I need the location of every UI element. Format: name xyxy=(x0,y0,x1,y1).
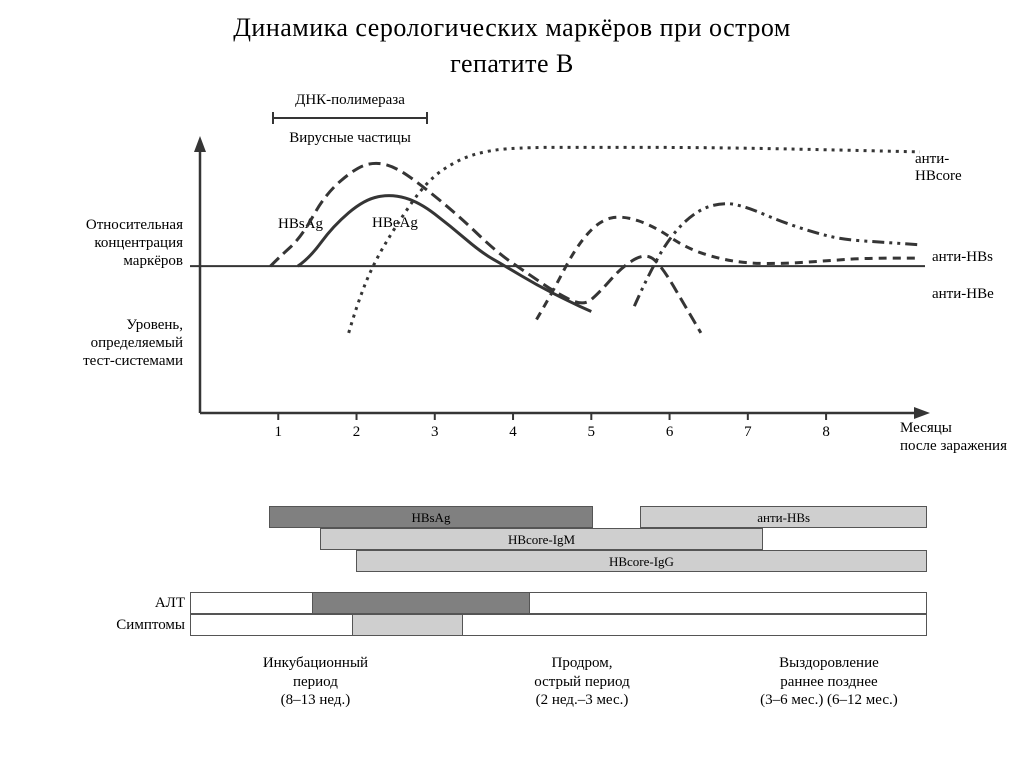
x-tick-label: 4 xyxy=(509,424,517,441)
phase-bar xyxy=(190,614,927,636)
x-ticks: 1 2 3 4 5 6 7 8 xyxy=(190,424,1010,444)
title-line-1: Динамика серологических маркёров при ост… xyxy=(233,13,791,42)
x-tick-label: 1 xyxy=(275,424,283,441)
gantt-row: HBsAg анти-HBs xyxy=(190,506,974,528)
phase-bar xyxy=(352,614,463,636)
y-axis-label-lower: Уровень,определяемыйтест-системами xyxy=(28,316,183,370)
alt-row: АЛТ xyxy=(190,592,974,614)
y-axis-label-upper: Относительнаяконцентрациямаркёров xyxy=(28,216,183,270)
title-line-2: гепатите B xyxy=(450,49,574,78)
x-tick-label: 3 xyxy=(431,424,439,441)
figure-container: Динамика серологических маркёров при ост… xyxy=(0,0,1024,767)
stages-row: Инкубационныйпериод(8–13 нед.) Продром,ос… xyxy=(190,654,974,724)
plot-svg xyxy=(190,91,1010,421)
phase-bar xyxy=(312,592,530,614)
phase-bar xyxy=(190,592,927,614)
chart-area: ДНК-полимераза Вирусные частицы Относите… xyxy=(20,91,994,451)
phase-bar: HBcore-IgG xyxy=(356,550,927,572)
anti-hbe-curve xyxy=(537,217,920,319)
chart-title: Динамика серологических маркёров при ост… xyxy=(10,10,1014,83)
phase-bar: HBsAg xyxy=(269,506,593,528)
stage-label: Выздоровлениераннее позднее(3–6 мес.) (6… xyxy=(684,654,974,710)
stage-label: Инкубационныйпериод(8–13 нед.) xyxy=(190,654,441,710)
x-tick-label: 7 xyxy=(744,424,752,441)
phase-bar: анти-HBs xyxy=(640,506,927,528)
stage-label: Продром,острый период(2 нед.–3 мес.) xyxy=(464,654,699,710)
axes xyxy=(194,136,930,420)
x-tick-label: 8 xyxy=(822,424,830,441)
x-tick-label: 2 xyxy=(353,424,361,441)
x-tick-label: 5 xyxy=(588,424,596,441)
hbeag-curve xyxy=(298,195,591,311)
hbsag-curve xyxy=(270,163,700,333)
x-tick-label: 6 xyxy=(666,424,674,441)
gantt-row: HBcore-IgG xyxy=(190,550,974,572)
alt-row-label: АЛТ xyxy=(100,592,185,614)
gantt-area: HBsAg анти-HBsHBcore-IgMHBcore-IgG АЛТСимп… xyxy=(190,506,974,636)
symptoms-row-label: Симптомы xyxy=(100,614,185,636)
x-axis-label: Месяцыпосле заражения xyxy=(900,419,1024,455)
symptoms-row: Симптомы xyxy=(190,614,974,636)
gantt-row: HBcore-IgM xyxy=(190,528,974,550)
phase-bar: HBcore-IgM xyxy=(320,528,762,550)
